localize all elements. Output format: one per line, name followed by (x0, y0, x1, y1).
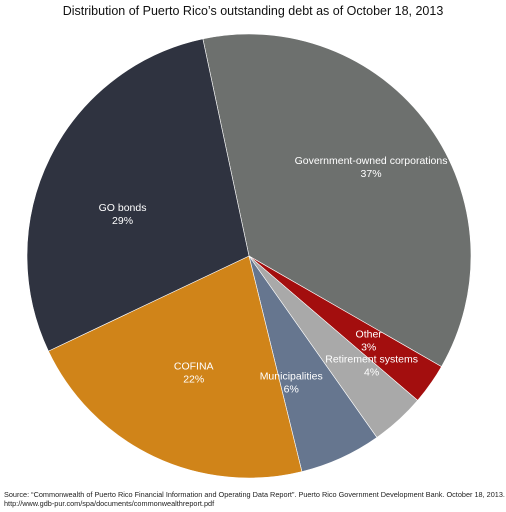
slice-value-government-owned-corporations: 37% (361, 168, 382, 180)
slice-value-other: 3% (361, 342, 376, 354)
slice-label-municipalities: Municipalities (260, 370, 323, 382)
pie-slice-go-bonds (26, 38, 250, 352)
source-note: Source: “Commonwealth of Puerto Rico Fin… (4, 490, 505, 508)
slice-label-government-owned-corporations: Government-owned corporations (295, 155, 448, 167)
slice-value-cofina: 22% (183, 373, 204, 385)
source-citation: Source: “Commonwealth of Puerto Rico Fin… (4, 490, 505, 499)
slice-label-go-bonds: GO bonds (99, 202, 147, 214)
pie-slice-cofina (48, 255, 303, 479)
chart-title: Distribution of Puerto Rico’s outstandin… (62, 4, 444, 18)
slice-label-cofina: COFINA (174, 360, 214, 372)
slice-value-go-bonds: 29% (112, 215, 133, 227)
pie-slice-government-owned-corporations (202, 33, 472, 368)
slice-value-municipalities: 6% (284, 383, 299, 395)
slice-label-retirement-systems: Retirement systems (325, 353, 418, 365)
source-url: http://www.gdb-pur.com/spa/documents/com… (4, 499, 215, 508)
slice-label-other: Other (356, 329, 383, 341)
slice-value-retirement-systems: 4% (364, 366, 379, 378)
